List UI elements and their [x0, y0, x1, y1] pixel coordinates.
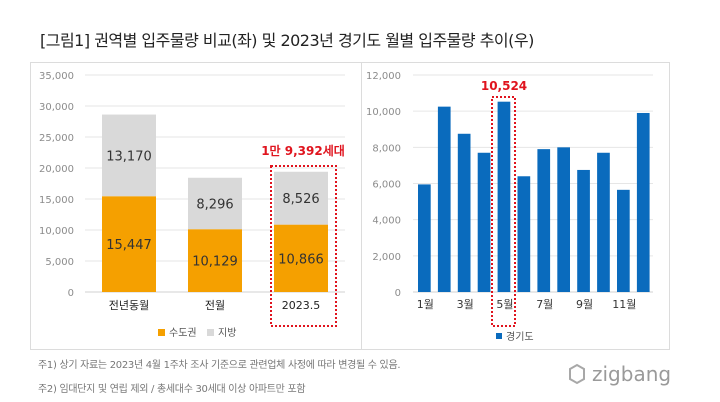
zigbang-logo: zigbang	[566, 362, 671, 386]
x-tick-label: 5월	[496, 298, 513, 311]
logo-text: zigbang	[592, 362, 672, 386]
legend-label-gyeonggi: 경기도	[506, 330, 534, 343]
bar-data-label: 10,866	[278, 252, 324, 267]
bar-month	[636, 112, 650, 292]
bar-local	[274, 171, 328, 225]
x-tick-label: 11월	[612, 298, 636, 311]
y-tick-label: 0	[395, 288, 401, 299]
legend-swatch-metro	[158, 329, 165, 336]
highlight-box	[270, 165, 337, 327]
bar-month	[497, 101, 511, 292]
footnote-2: 주2) 임대단지 및 연립 제외 / 총세대수 30세대 이상 아파트만 포함	[38, 384, 306, 395]
bar-metro	[102, 196, 156, 292]
x-tick-label: 9월	[576, 298, 593, 311]
y-tick-label: 30,000	[39, 102, 74, 113]
bar-local	[102, 114, 156, 197]
figure-title: [그림1] 권역별 입주물량 비교(좌) 및 2023년 경기도 월별 입주물량…	[40, 31, 534, 50]
y-tick-label: 15,000	[39, 195, 74, 206]
bar-data-label: 15,447	[106, 238, 152, 253]
zigbang-logo-icon	[569, 363, 585, 385]
legend-swatch-gyeonggi	[496, 333, 502, 339]
y-tick-label: 20,000	[39, 164, 74, 175]
highlight-box	[491, 96, 516, 327]
legend-label-local: 지방	[218, 327, 236, 339]
bar-data-label: 8,296	[196, 197, 233, 212]
bar-month	[477, 152, 491, 292]
x-tick-label: 전월	[205, 299, 225, 312]
footnote-1: 주1) 상기 자료는 2023년 4월 1주차 조사 기준으로 관련업체 사정에…	[38, 360, 401, 371]
y-tick-label: 12,000	[366, 71, 401, 82]
legend-swatch-local	[207, 329, 214, 336]
x-tick-label: 전년동월	[109, 299, 149, 312]
x-tick-label: 1월	[417, 298, 434, 311]
x-tick-label: 2023.5	[282, 299, 321, 312]
bar-month	[597, 152, 610, 292]
bar-month	[437, 106, 451, 292]
bar-local	[188, 177, 242, 230]
peak-annotation: 10,524	[481, 79, 527, 93]
y-tick-label: 4,000	[372, 216, 401, 227]
y-tick-label: 10,000	[366, 107, 401, 118]
bar-month	[577, 169, 590, 292]
bar-month	[537, 149, 551, 292]
bar-month	[517, 176, 531, 292]
bar-data-label: 13,170	[106, 149, 152, 164]
bar-month	[457, 133, 471, 292]
bar-data-label: 8,526	[282, 192, 319, 207]
x-tick-label: 7월	[536, 298, 553, 311]
bar-metro	[188, 229, 242, 292]
y-tick-label: 6,000	[372, 180, 401, 191]
y-tick-label: 0	[68, 288, 74, 299]
bar-month	[418, 184, 431, 292]
bar-month	[617, 189, 630, 292]
y-tick-label: 35,000	[39, 71, 74, 82]
total-annotation: 1만 9,392세대	[261, 143, 345, 158]
x-tick-label: 3월	[457, 298, 474, 311]
y-tick-label: 8,000	[372, 143, 401, 154]
y-tick-label: 25,000	[39, 133, 74, 144]
bar-data-label: 10,129	[192, 255, 238, 270]
y-tick-label: 5,000	[45, 257, 74, 268]
bar-month	[557, 147, 570, 292]
y-tick-label: 10,000	[39, 226, 74, 237]
bar-metro	[274, 224, 328, 292]
legend-label-metro: 수도권	[169, 327, 197, 339]
y-tick-label: 2,000	[372, 252, 401, 263]
